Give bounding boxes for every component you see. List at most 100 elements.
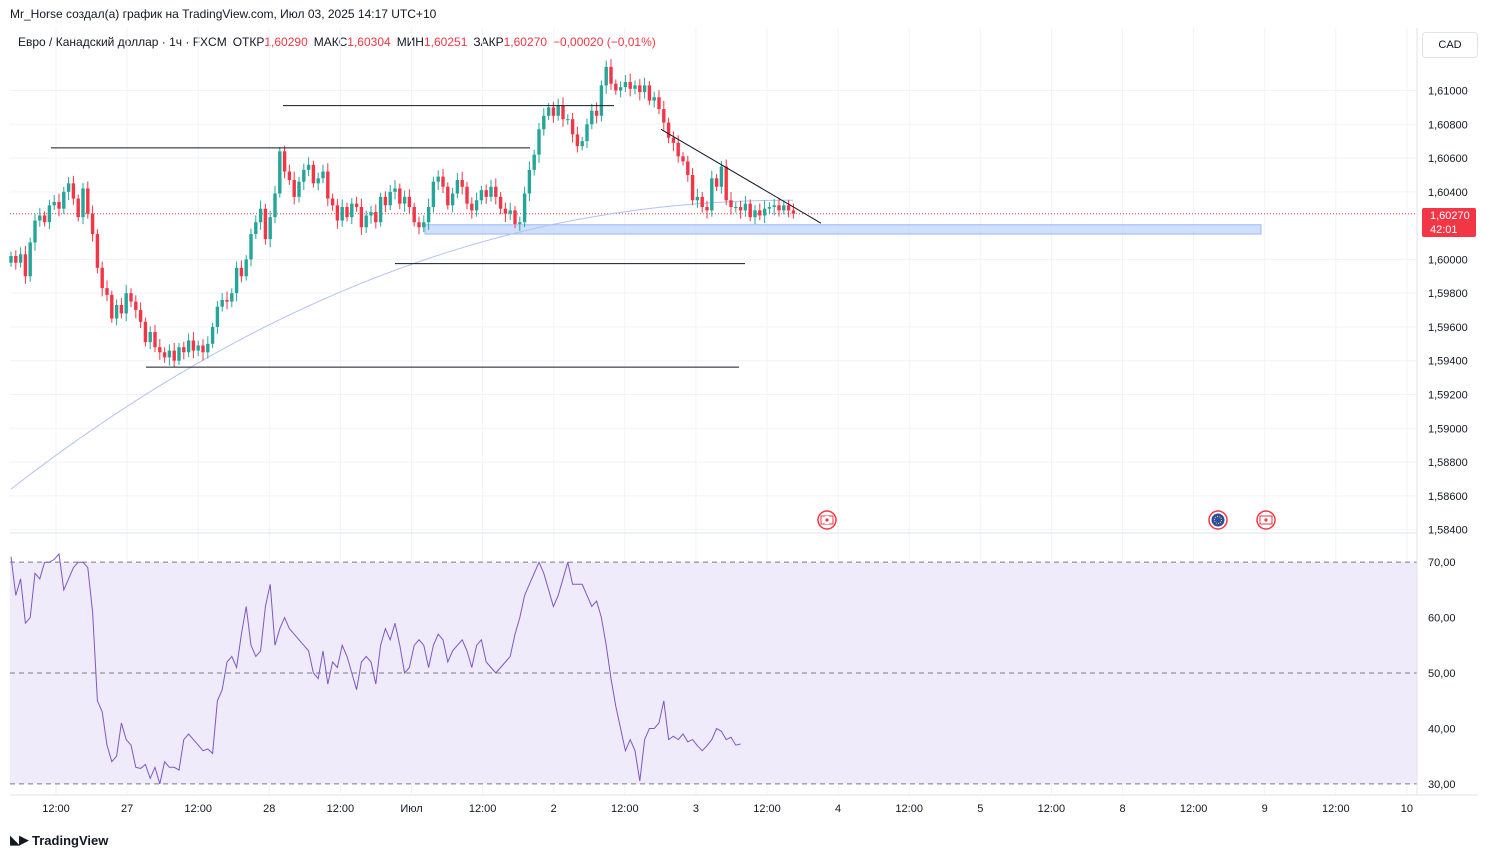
candle (402, 190, 407, 212)
candle (652, 91, 656, 108)
candle-body (388, 191, 392, 206)
candle-body (364, 215, 368, 228)
candle-body (292, 179, 296, 197)
candle (777, 197, 781, 217)
candle-body (210, 326, 215, 344)
candle-body (28, 242, 32, 277)
candle (441, 169, 445, 193)
candle (321, 164, 325, 184)
eu-flag-icon[interactable] (1208, 510, 1228, 530)
time-axis[interactable]: 12:00 27 12:00 28 12:00 Июл 12:00 2 12:00 3 12:00 4… (42, 803, 1413, 815)
brand-label: TradingView (32, 832, 109, 848)
trendline[interactable] (660, 128, 822, 224)
symbol-title[interactable]: Евро / Канадский доллар · 1ч · FXCM (18, 35, 227, 49)
price-tag: 1,60270 42:01 (1422, 208, 1476, 237)
candle (791, 203, 796, 219)
rsi-tick-label: 70,00 (1428, 557, 1456, 569)
candle (230, 288, 234, 308)
candle-body (551, 107, 556, 116)
candle-body (398, 188, 402, 204)
candle (297, 176, 301, 203)
candle (18, 247, 23, 268)
candle-body (282, 151, 287, 172)
currency-button[interactable]: CAD (1422, 32, 1478, 58)
candle-body (762, 208, 767, 216)
canada-flag-icon[interactable] (1256, 510, 1276, 530)
candle (383, 191, 388, 213)
candle-body (748, 203, 752, 218)
candle (378, 192, 383, 227)
candle (129, 288, 133, 308)
candle-body (729, 200, 733, 208)
candle (100, 261, 104, 297)
candle-body (110, 294, 114, 319)
candle-body (201, 345, 205, 353)
candle (158, 338, 162, 360)
candle-body (690, 174, 695, 201)
candle (484, 184, 488, 204)
candle (647, 81, 652, 105)
candle (767, 202, 772, 215)
close-label: ЗАКР (473, 35, 504, 49)
candle-body (777, 205, 781, 211)
candle-body (273, 193, 277, 218)
time-tick-label: 8 (1119, 803, 1125, 815)
candle (551, 101, 556, 123)
candle-body (306, 164, 311, 170)
price-axis[interactable]: 1,61000 1,60800 1,60600 1,60400 1,60000 1,598… (1428, 85, 1468, 536)
candle (407, 189, 412, 214)
canada-flag-icon[interactable] (817, 510, 837, 530)
low-value: 1,60251 (423, 35, 468, 49)
candle (570, 112, 575, 143)
candle-body (86, 188, 90, 214)
candle (450, 187, 455, 213)
candle (234, 261, 239, 302)
candle-body (561, 105, 565, 120)
candle-body (417, 222, 421, 228)
candle (153, 325, 157, 353)
candle-body (57, 201, 61, 209)
candle (508, 202, 512, 221)
candle-body (316, 178, 320, 184)
candle (455, 173, 460, 199)
candle-body (196, 345, 200, 351)
candle-body (230, 293, 234, 302)
time-tick-label: 12:00 (1038, 803, 1066, 815)
event-markers[interactable] (817, 510, 1276, 530)
candle (354, 196, 359, 212)
candle-body (177, 347, 181, 361)
candle (14, 250, 18, 270)
candle (681, 152, 685, 166)
candle-body (580, 141, 584, 147)
candle-body (585, 124, 589, 142)
candle-body (465, 186, 469, 204)
candle-body (758, 210, 762, 216)
time-tick-label: 12:00 (1322, 803, 1350, 815)
candle (479, 185, 484, 205)
candle (110, 290, 114, 323)
candle (57, 193, 61, 217)
candle-body (503, 208, 508, 214)
candle (316, 172, 320, 191)
candle-body (18, 254, 23, 263)
candle-body (537, 129, 541, 155)
candle-body (100, 267, 104, 289)
candle-body (633, 85, 637, 89)
time-tick-label: 27 (121, 803, 133, 815)
candle-body (297, 181, 301, 197)
candle (417, 216, 421, 235)
candle (369, 205, 373, 224)
candle-body (81, 188, 85, 218)
support-zone[interactable] (424, 224, 1262, 235)
candle-body (590, 110, 594, 125)
candle (330, 193, 335, 211)
candle (623, 75, 628, 92)
candle-body (47, 205, 52, 223)
candle-body (594, 110, 599, 116)
candle (738, 200, 743, 219)
tradingview-brand[interactable]: ◣▶ TradingView (10, 832, 108, 848)
candle-body (460, 179, 464, 187)
rsi-axis[interactable]: 70,00 60,00 50,00 40,00 30,00 (1428, 557, 1456, 791)
candle-body (143, 321, 148, 343)
